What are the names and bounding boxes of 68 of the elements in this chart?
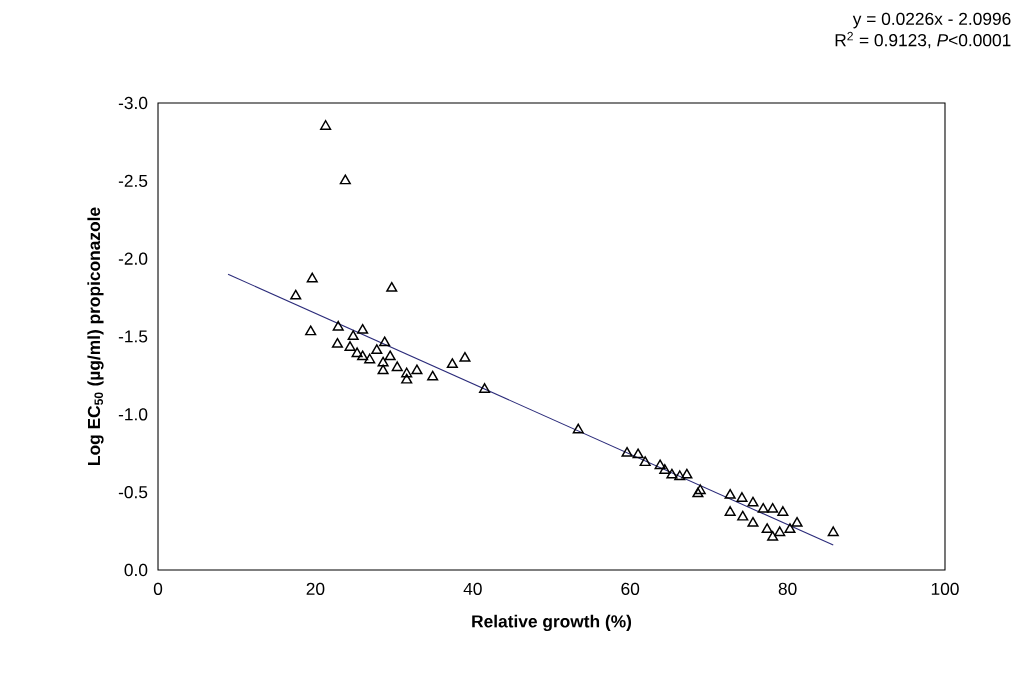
point xyxy=(391,361,403,372)
point xyxy=(659,464,671,474)
point xyxy=(639,456,651,467)
point xyxy=(654,459,666,470)
point xyxy=(747,496,759,507)
point xyxy=(411,364,423,375)
point xyxy=(339,174,351,185)
point xyxy=(357,323,369,334)
y-tick-label: -2.0 xyxy=(118,252,148,265)
point xyxy=(736,492,748,502)
point xyxy=(347,330,359,341)
point xyxy=(344,341,356,351)
point xyxy=(320,120,332,130)
point xyxy=(724,506,736,516)
point xyxy=(459,351,471,362)
point xyxy=(774,526,786,537)
x-tick-label: 60 xyxy=(621,582,640,595)
point xyxy=(351,347,363,358)
x-tick-label: 40 xyxy=(463,582,482,595)
y-tick-label: -1.0 xyxy=(118,408,148,421)
text: y = 0.0226x - 2.0996 xyxy=(852,12,1011,29)
point xyxy=(331,337,344,348)
point xyxy=(357,350,369,361)
point xyxy=(632,448,644,459)
y-tick-label: 0.0 xyxy=(124,563,148,577)
point xyxy=(681,468,693,479)
x-tick-label: 100 xyxy=(931,582,959,595)
point xyxy=(572,423,584,434)
point xyxy=(777,506,789,516)
point xyxy=(364,353,376,364)
x-tick-label: 80 xyxy=(778,582,797,595)
point xyxy=(791,516,803,527)
point xyxy=(386,281,398,292)
y-tick-label: -0.5 xyxy=(118,486,148,499)
point xyxy=(827,526,839,537)
y-tick-label: -2.5 xyxy=(118,174,148,187)
point xyxy=(724,488,736,499)
x-tick-label: 20 xyxy=(306,582,325,595)
x-tick-label: 0 xyxy=(153,582,163,595)
point xyxy=(767,530,779,541)
y-axis-title: Log EC$_{50}$ (µg/ml) propiconazole xyxy=(87,207,104,465)
point xyxy=(761,523,773,534)
text: R$^{2}$ = 0.9123, P<0.0001 xyxy=(835,31,1011,49)
point xyxy=(306,272,318,283)
point xyxy=(747,516,759,527)
point xyxy=(379,336,391,347)
point xyxy=(401,367,413,378)
point xyxy=(401,373,413,384)
point xyxy=(377,356,389,367)
point xyxy=(784,523,796,534)
point xyxy=(757,502,769,513)
point xyxy=(446,358,458,369)
point xyxy=(674,470,686,481)
point xyxy=(332,320,344,331)
point xyxy=(666,468,678,479)
y-tick-label: -3.0 xyxy=(118,96,148,110)
point xyxy=(371,344,383,355)
point xyxy=(767,502,779,513)
point xyxy=(377,364,389,375)
y-tick-label: -1.5 xyxy=(118,330,148,343)
x-axis-title: Relative growth (%) xyxy=(472,614,632,632)
point xyxy=(427,370,439,381)
point xyxy=(479,383,491,393)
point xyxy=(305,325,317,336)
point xyxy=(737,510,749,521)
point xyxy=(621,446,633,457)
point xyxy=(384,350,396,361)
point xyxy=(290,289,302,300)
